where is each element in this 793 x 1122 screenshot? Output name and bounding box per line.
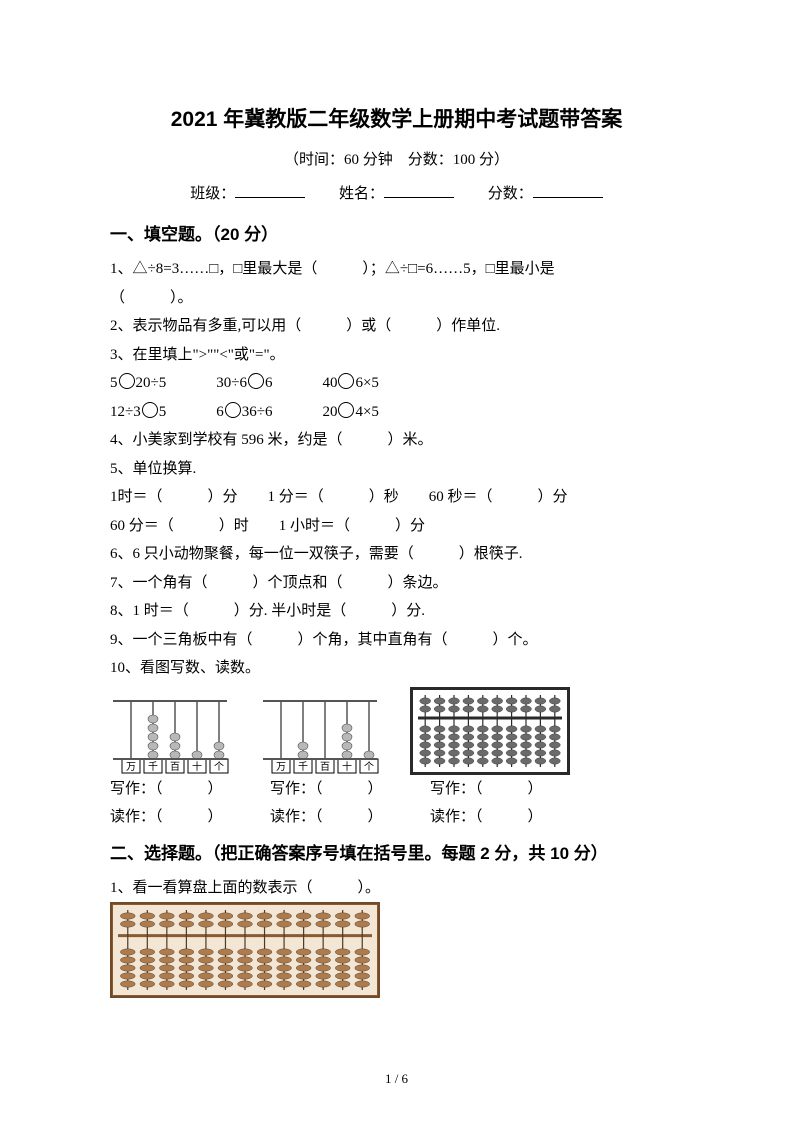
t: 6: [265, 375, 273, 391]
q5: 5、单位换算.: [110, 455, 683, 484]
score-blank[interactable]: [533, 181, 603, 199]
abacus-row: 万千百十个 万千百十个: [110, 687, 683, 775]
read-3: 读作：（ ）: [430, 803, 560, 832]
student-info-line: 班级： 姓名： 分数：: [110, 180, 683, 209]
q3-row2: 12÷3 5 6 36÷6 20 4×5: [110, 398, 683, 427]
score-field-label: 分数：: [488, 186, 533, 202]
write-row: 写作：（ ） 写作：（ ） 写作：（ ）: [110, 775, 683, 804]
write-2: 写作：（ ）: [270, 775, 400, 804]
exam-page: 2021 年冀教版二年级数学上册期中考试题带答案 （时间：60 分钟 分数：10…: [0, 0, 793, 1122]
read-1: 读作：（ ）: [110, 803, 240, 832]
read-2: 读作：（ ）: [270, 803, 400, 832]
svg-text:十: 十: [192, 760, 202, 773]
compare-circle[interactable]: [142, 402, 158, 418]
q8: 8、1 时＝（ ）分. 半小时是（ ）分.: [110, 597, 683, 626]
write-1: 写作：（ ）: [110, 775, 240, 804]
q4: 4、小美家到学校有 596 米，约是（ ）米。: [110, 426, 683, 455]
compare-circle[interactable]: [338, 373, 354, 389]
svg-text:百: 百: [320, 761, 330, 773]
section-1-header: 一、填空题。（20 分）: [110, 219, 683, 251]
q7: 7、一个角有（ ）个顶点和（ ）条边。: [110, 569, 683, 598]
time-value: 60 分钟: [344, 152, 393, 168]
small-abacus-2: 万 千百十个: [260, 695, 380, 775]
q3r1-1: 5 20÷5: [110, 369, 166, 398]
q5b: 60 分＝（ ）时 1 小时＝（ ）分: [110, 512, 683, 541]
q3r2-2: 6 36÷6: [216, 398, 272, 427]
t: 6: [216, 404, 224, 420]
t: 20÷5: [136, 375, 167, 391]
q3r2-1: 12÷3 5: [110, 398, 166, 427]
q3-row1: 5 20÷5 30÷6 6 40 6×5: [110, 369, 683, 398]
time-label: （时间：: [284, 152, 344, 168]
t: 36÷6: [242, 404, 273, 420]
page-title: 2021 年冀教版二年级数学上册期中考试题带答案: [110, 100, 683, 140]
big-abacus: [110, 902, 683, 1009]
wide-abacus: [410, 687, 570, 775]
q3r2-3: 20 4×5: [322, 398, 378, 427]
t: 5: [159, 404, 167, 420]
class-blank[interactable]: [235, 181, 305, 199]
svg-text:十: 十: [342, 760, 352, 773]
t: 20: [322, 404, 337, 420]
page-number: 1 / 6: [0, 1067, 793, 1092]
compare-circle[interactable]: [119, 373, 135, 389]
svg-text:万: 万: [276, 762, 286, 773]
q6: 6、6 只小动物聚餐，每一位一双筷子，需要（ ）根筷子.: [110, 540, 683, 569]
q1-line1: 1、△÷8=3……□，□里最大是（ ）；△÷□=6……5，□里最小是: [110, 255, 683, 284]
q1-line2: （ ）。: [110, 284, 683, 313]
score-label: 分数：: [393, 152, 453, 168]
q9: 9、一个三角板中有（ ）个角，其中直角有（ ）个。: [110, 626, 683, 655]
t: 6×5: [355, 375, 378, 391]
read-row: 读作：（ ） 读作：（ ） 读作：（ ）: [110, 803, 683, 832]
compare-circle[interactable]: [248, 373, 264, 389]
t: 4×5: [355, 404, 378, 420]
section-2-header: 二、选择题。（把正确答案序号填在括号里。每题 2 分，共 10 分）: [110, 838, 683, 870]
name-blank[interactable]: [384, 181, 454, 199]
t: 12÷3: [110, 404, 141, 420]
t: 30÷6: [216, 375, 247, 391]
s2q1: 1、看一看算盘上面的数表示（ ）。: [110, 874, 683, 903]
compare-circle[interactable]: [225, 402, 241, 418]
t: 40: [322, 375, 337, 391]
svg-text:百: 百: [170, 761, 180, 773]
small-abacus-1: 万 千百十个: [110, 695, 230, 775]
svg-text:个: 个: [364, 761, 374, 773]
svg-text:千: 千: [148, 761, 158, 773]
name-label: 姓名：: [339, 186, 384, 202]
q3: 3、在里填上">""<"或"="。: [110, 341, 683, 370]
exam-meta: （时间：60 分钟 分数：100 分）: [110, 146, 683, 175]
compare-circle[interactable]: [338, 402, 354, 418]
write-3: 写作：（ ）: [430, 775, 560, 804]
q10: 10、看图写数、读数。: [110, 654, 683, 683]
q3r1-2: 30÷6 6: [216, 369, 272, 398]
q5a: 1时＝（ ）分 1 分＝（ ）秒 60 秒＝（ ）分: [110, 483, 683, 512]
svg-text:千: 千: [298, 761, 308, 773]
svg-text:个: 个: [214, 761, 224, 773]
t: 5: [110, 375, 118, 391]
svg-text:万: 万: [126, 762, 136, 773]
class-label: 班级：: [190, 186, 235, 202]
q3r1-3: 40 6×5: [322, 369, 378, 398]
q2: 2、表示物品有多重,可以用（ ）或（ ）作单位.: [110, 312, 683, 341]
score-value: 100 分）: [453, 152, 509, 168]
